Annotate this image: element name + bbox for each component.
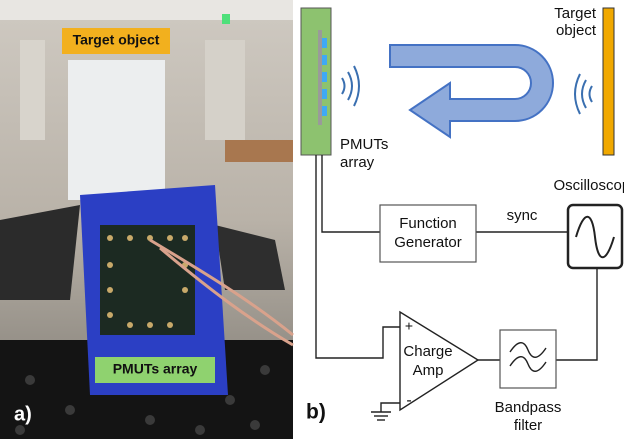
bench bbox=[225, 140, 293, 162]
wire bbox=[381, 403, 400, 412]
target-label: object bbox=[556, 22, 597, 39]
target-label: Target object bbox=[73, 32, 160, 48]
plus-label: + bbox=[405, 318, 413, 334]
photo: Target object PMUTs array a) bbox=[0, 0, 293, 439]
sound-waves bbox=[342, 66, 359, 106]
panel-label: a) bbox=[14, 403, 32, 425]
array-label: array bbox=[340, 154, 375, 171]
door bbox=[20, 40, 45, 140]
diagram: Target object PMUTs array Function Gener… bbox=[301, 5, 624, 434]
target-label: Target bbox=[554, 5, 597, 22]
figure: Target object PMUTs array a) bbox=[0, 0, 624, 439]
target-object bbox=[603, 8, 614, 155]
fg-label: Function bbox=[399, 215, 457, 232]
echo-arrow bbox=[390, 45, 553, 137]
page: {"panel_a": {"label": "a)", "target_labe… bbox=[0, 0, 624, 439]
fg-label: Generator bbox=[394, 234, 462, 251]
pcb bbox=[100, 225, 195, 335]
minus-label: - bbox=[406, 392, 411, 409]
bandpass-filter bbox=[500, 330, 556, 388]
sound-waves bbox=[575, 74, 592, 114]
door bbox=[205, 40, 245, 140]
pmut-strip bbox=[318, 30, 322, 125]
array-label: PMUTs array bbox=[113, 361, 198, 377]
exit-light bbox=[222, 14, 230, 24]
oscilloscope-label: Oscilloscope bbox=[553, 177, 624, 194]
ground bbox=[371, 412, 391, 420]
amp-label: Amp bbox=[413, 362, 444, 379]
sync-label: sync bbox=[507, 207, 538, 224]
ceiling bbox=[0, 0, 293, 20]
wire bbox=[556, 268, 597, 360]
panel-label: b) bbox=[306, 401, 326, 424]
array-label: PMUTs bbox=[340, 136, 388, 153]
filter-label: Bandpass bbox=[495, 399, 562, 416]
filter-label: filter bbox=[514, 417, 542, 434]
target-panel bbox=[68, 60, 165, 200]
foam bbox=[0, 205, 80, 300]
amp-label: Charge bbox=[403, 343, 452, 360]
